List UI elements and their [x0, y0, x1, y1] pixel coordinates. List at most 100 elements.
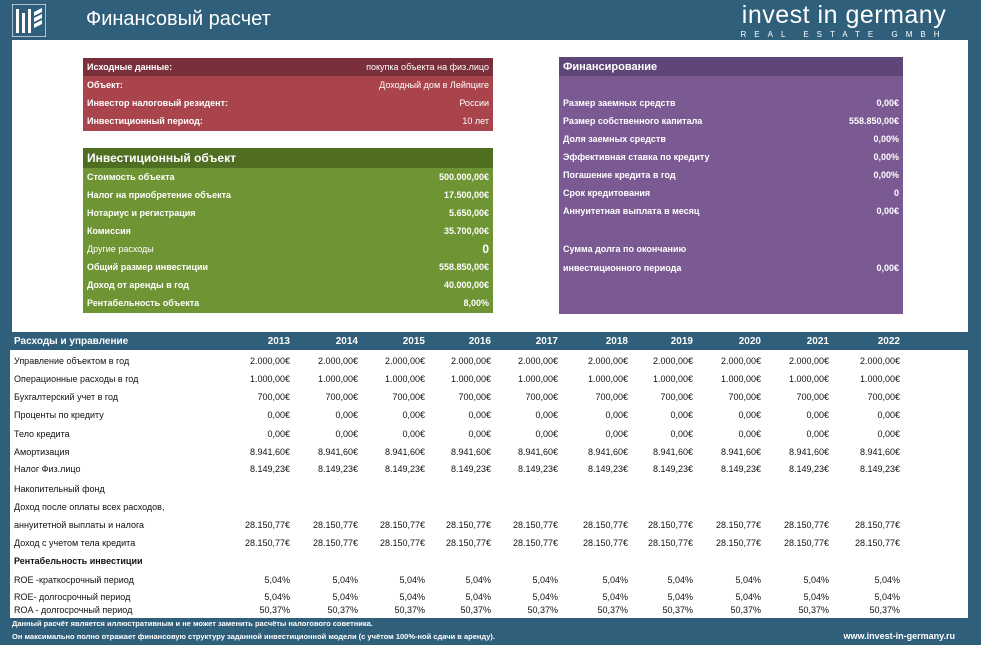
table-row: Тело кредита 0,00€ 0,00€ 0,00€ 0,00€ 0,00€ 0,0… — [10, 426, 968, 442]
object-row: Рентабельность объекта 8,00% — [83, 294, 493, 312]
table-cell: 1.000,00€ — [450, 374, 491, 384]
table-cell: 8.149,23€ — [859, 464, 900, 474]
table-cell: 8.149,23€ — [652, 464, 693, 474]
object-value: 5.650,00€ — [448, 208, 489, 218]
year-header: 2019 — [670, 336, 693, 347]
object-value: 35.700,00€ — [443, 226, 489, 236]
financing-title: Финансирование — [559, 57, 903, 76]
row-label: Тело кредита — [14, 429, 70, 439]
table-cell: 0,00€ — [670, 429, 693, 439]
object-value: 8,00% — [463, 298, 489, 308]
table-cell: 0,00€ — [670, 410, 693, 420]
table-cell: 5,04% — [874, 575, 900, 585]
table-cell: 5,04% — [332, 592, 358, 602]
table-cell: 5,04% — [803, 575, 829, 585]
table-cell: 2.000,00€ — [587, 356, 628, 366]
table-cell: 0,00€ — [877, 429, 900, 439]
table-row: Бухгалтерский учет в год 700,00€ 700,00€ 70… — [10, 389, 968, 405]
table-cell: 28.150,77€ — [854, 538, 900, 548]
table-cell: 50,37% — [869, 605, 900, 615]
table-cell: 700,00€ — [660, 392, 693, 402]
row-label: Накопительный фонд — [14, 484, 105, 494]
table-cell: 28.150,77€ — [312, 520, 358, 530]
table-cell: 8.149,23€ — [249, 464, 290, 474]
ops-table-body: Управление объектом в год 2.000,00€ 2.000,… — [10, 350, 968, 618]
table-cell: 5,04% — [264, 592, 290, 602]
financing-title-label: Финансирование — [563, 60, 658, 73]
financing-label: Доля заемных средств — [563, 134, 666, 144]
table-cell: 700,00€ — [867, 392, 900, 402]
website-link[interactable]: www.invest-in-germany.ru — [843, 631, 955, 641]
table-cell: 50,37% — [394, 605, 425, 615]
object-label: Нотариус и регистрация — [87, 208, 196, 218]
table-cell: 0,00€ — [738, 410, 761, 420]
table-cell: 50,37% — [259, 605, 290, 615]
table-row: Проценты по кредиту 0,00€ 0,00€ 0,00€ 0,00€ 0… — [10, 407, 968, 423]
table-cell: 5,04% — [399, 592, 425, 602]
table-cell: 28.150,77€ — [854, 520, 900, 530]
row-label: Амортизация — [14, 447, 70, 457]
table-cell: 8.149,23€ — [720, 464, 761, 474]
table-cell: 28.150,77€ — [582, 520, 628, 530]
table-cell: 5,04% — [602, 575, 628, 585]
input-label: Инвестор налоговый резидент: — [87, 98, 228, 108]
object-title: Инвестиционный объект — [83, 148, 493, 168]
table-cell: 5,04% — [735, 592, 761, 602]
table-cell: 50,37% — [460, 605, 491, 615]
table-cell: 700,00€ — [257, 392, 290, 402]
financing-row: инвестиционного периода 0,00€ — [559, 259, 903, 277]
year-header: 2017 — [535, 336, 558, 347]
table-cell: 8.941,60€ — [859, 447, 900, 457]
table-cell: 0,00€ — [806, 410, 829, 420]
row-label: Доход после оплаты всех расходов, — [14, 502, 165, 512]
table-cell: 0,00€ — [468, 410, 491, 420]
brand-subtitle: REAL ESTATE GMBH — [740, 30, 948, 39]
table-cell: 2.000,00€ — [384, 356, 425, 366]
input-row: Исходные данные: покупка объекта на физ.… — [83, 58, 493, 76]
table-cell: 28.150,77€ — [783, 520, 829, 530]
table-cell: 8.941,60€ — [317, 447, 358, 457]
table-cell: 0,00€ — [335, 410, 358, 420]
table-cell: 0,00€ — [605, 429, 628, 439]
financing-value: 0,00% — [873, 152, 899, 162]
object-value: 0 — [482, 242, 489, 256]
financing-label: Эффективная ставка по кредиту — [563, 152, 710, 162]
input-value: России — [459, 98, 489, 108]
table-cell: 0,00€ — [535, 429, 558, 439]
financing-value: 0,00€ — [876, 263, 899, 273]
table-cell: 8.941,60€ — [517, 447, 558, 457]
table-row: Амортизация 8.941,60€ 8.941,60€ 8.941,60€ 8.… — [10, 444, 968, 460]
financing-row: Эффективная ставка по кредиту 0,00% — [559, 148, 903, 166]
table-cell: 0,00€ — [535, 410, 558, 420]
object-row: Доход от аренды в год 40.000,00€ — [83, 276, 493, 294]
ops-table-title: Расходы и управление — [14, 336, 129, 347]
table-cell: 1.000,00€ — [720, 374, 761, 384]
table-row: Налог Физ.лицо 8.149,23€ 8.149,23€ 8.149,23… — [10, 461, 968, 477]
brand-name: invest in germany — [741, 1, 947, 29]
table-row: ROA - долгосрочный период 50,37% 50,37% 50,… — [10, 602, 968, 618]
object-row: Другие расходы 0 — [83, 240, 493, 258]
row-label: ROE- долгосрочный период — [14, 592, 131, 602]
table-cell: 1.000,00€ — [249, 374, 290, 384]
row-label: Бухгалтерский учет в год — [14, 392, 119, 402]
financing-row: Погашение кредита в год 0,00% — [559, 166, 903, 184]
table-row: Операционные расходы в год 1.000,00€ 1.000… — [10, 371, 968, 387]
table-cell: 50,37% — [327, 605, 358, 615]
table-cell: 5,04% — [399, 575, 425, 585]
top-bar: Финансовый расчет invest in germany REAL… — [0, 0, 981, 40]
table-cell: 0,00€ — [267, 410, 290, 420]
table-cell: 8.149,23€ — [587, 464, 628, 474]
table-cell: 0,00€ — [738, 429, 761, 439]
row-label: ROE -краткосрочный период — [14, 575, 134, 585]
table-cell: 28.150,77€ — [244, 538, 290, 548]
object-row: Стоимость объекта 500.000,00€ — [83, 168, 493, 186]
financing-label: Размер заемных средств — [563, 98, 676, 108]
input-row: Инвестиционный период: 10 лет — [83, 112, 493, 130]
table-cell: 0,00€ — [335, 429, 358, 439]
financing-value: 0 — [893, 188, 899, 198]
table-cell: 28.150,77€ — [379, 538, 425, 548]
row-label: Доход с учетом тела кредита — [14, 538, 136, 548]
table-cell: 5,04% — [803, 592, 829, 602]
row-label: аннуитетной выплаты и налога — [14, 520, 145, 530]
table-cell: 2.000,00€ — [249, 356, 290, 366]
